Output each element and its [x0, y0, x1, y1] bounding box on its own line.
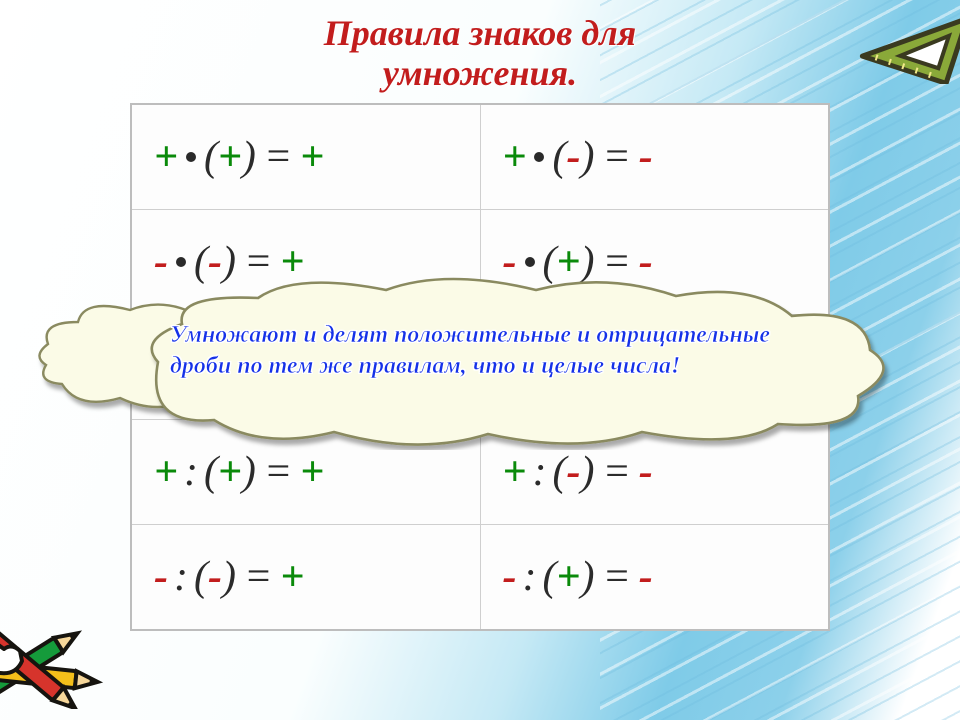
table-cell: - (+)=- [481, 210, 829, 314]
plus-sign: + [280, 238, 304, 286]
divide-colon: : [184, 448, 198, 496]
plus-sign: + [503, 448, 527, 496]
minus-sign: - [639, 553, 653, 601]
set-square-icon [850, 0, 960, 89]
table-cell: + : (+)=+ [132, 420, 481, 524]
paren-close: ) [242, 448, 256, 496]
paren-close: ) [580, 238, 594, 286]
plus-sign: + [557, 238, 581, 286]
table-cell: + (+)=+ [132, 105, 481, 209]
cloud-text: Умножают и делят положительные и отрицат… [170, 320, 790, 381]
divide-colon: : [174, 553, 188, 601]
pencils-icon [0, 579, 136, 714]
plus-sign: + [280, 553, 304, 601]
table-row: - : (-)=+ - : (+)=- [132, 525, 828, 629]
title-line-2: умножения. [383, 53, 577, 93]
equals-sign: = [602, 448, 630, 496]
multiply-dot [176, 257, 186, 267]
minus-sign: - [154, 553, 168, 601]
paren-open: ( [204, 448, 218, 496]
table-cell: - : (+)=- [481, 525, 829, 629]
equals-sign: = [264, 133, 292, 181]
plus-sign: + [557, 553, 581, 601]
minus-sign: - [154, 238, 168, 286]
divide-colon: : [523, 553, 537, 601]
title-line-1: Правила знаков для [324, 13, 636, 53]
plus-sign: + [218, 448, 242, 496]
minus-sign: - [639, 238, 653, 286]
paren-open: ( [204, 133, 218, 181]
table-row: + (+)=+ + (-)=- [132, 105, 828, 210]
plus-sign: + [300, 448, 324, 496]
equals-sign: = [264, 448, 292, 496]
minus-sign: - [208, 553, 222, 601]
minus-sign: - [503, 238, 517, 286]
equals-sign: = [244, 553, 272, 601]
page-title: Правила знаков для умножения. [0, 0, 960, 93]
divide-colon: : [532, 448, 546, 496]
plus-sign: + [300, 133, 324, 181]
plus-sign: + [154, 133, 178, 181]
paren-open: ( [543, 553, 557, 601]
equals-sign: = [602, 553, 630, 601]
paren-open: ( [552, 448, 566, 496]
minus-sign: - [503, 553, 517, 601]
minus-sign: - [566, 448, 580, 496]
table-cell: - : (-)=+ [132, 525, 481, 629]
table-cell: - (-)=+ [132, 210, 481, 314]
table-row: + : (+)=+ + : (-)=- [132, 420, 828, 525]
paren-open: ( [552, 133, 566, 181]
paren-open: ( [194, 553, 208, 601]
paren-close: ) [222, 553, 236, 601]
paren-open: ( [194, 238, 208, 286]
table-cell: + (-)=- [481, 105, 829, 209]
plus-sign: + [218, 133, 242, 181]
plus-sign: + [503, 133, 527, 181]
paren-close: ) [242, 133, 256, 181]
minus-sign: - [566, 133, 580, 181]
paren-open: ( [543, 238, 557, 286]
paren-close: ) [222, 238, 236, 286]
paren-close: ) [580, 448, 594, 496]
paren-close: ) [580, 133, 594, 181]
multiply-dot [534, 152, 544, 162]
equals-sign: = [244, 238, 272, 286]
plus-sign: + [154, 448, 178, 496]
multiply-dot [186, 152, 196, 162]
minus-sign: - [639, 448, 653, 496]
table-row: - (-)=+ - (+)=- [132, 210, 828, 315]
multiply-dot [525, 257, 535, 267]
equals-sign: = [602, 238, 630, 286]
table-cell: + : (-)=- [481, 420, 829, 524]
minus-sign: - [639, 133, 653, 181]
paren-close: ) [580, 553, 594, 601]
minus-sign: - [208, 238, 222, 286]
equals-sign: = [602, 133, 630, 181]
